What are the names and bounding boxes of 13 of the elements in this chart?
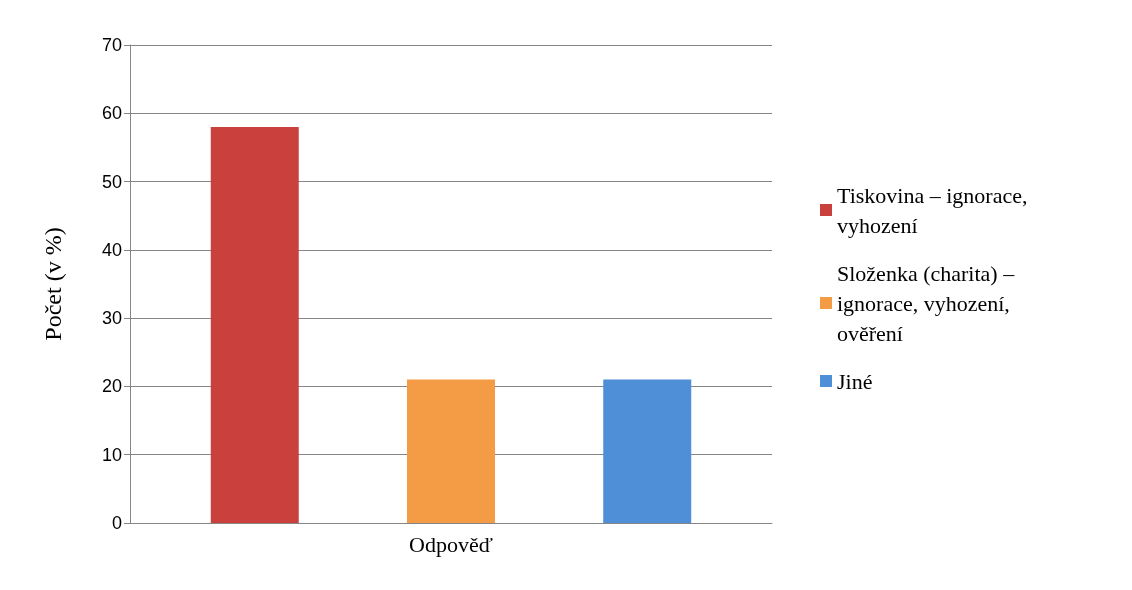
y-tick-label: 10 <box>101 444 122 465</box>
y-tick-label: 30 <box>101 308 122 329</box>
y-tick-label: 70 <box>101 35 122 55</box>
y-tick-label: 60 <box>101 103 122 124</box>
y-tick-label: 20 <box>101 376 122 397</box>
x-tick-label: Odpověď <box>409 531 493 557</box>
y-tick-label: 50 <box>101 171 122 192</box>
y-axis-title: Počet (v %) <box>40 227 66 341</box>
legend-label: Složenka (charita) – ignorace, vyhození, ověření <box>837 260 1020 346</box>
y-tick-label: 40 <box>101 239 122 260</box>
legend-label: Tiskovina – ignorace, vyhození <box>837 182 1033 238</box>
legend-label: Jiné <box>837 368 873 394</box>
y-tick-label: 0 <box>111 513 122 533</box>
